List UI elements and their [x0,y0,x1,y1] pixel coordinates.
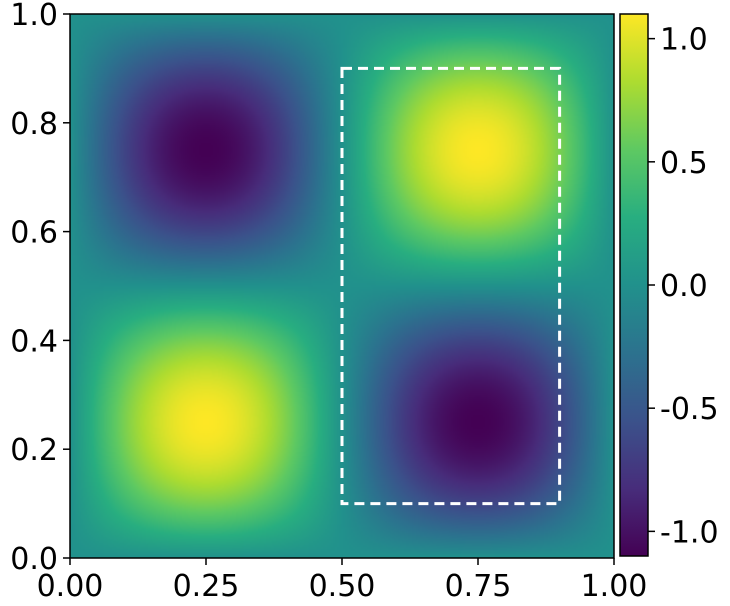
colorbar-tick-label: -0.5 [660,392,719,427]
colorbar: 1.0 0.5 0.0 -0.5 -1.0 [619,13,719,557]
colorbar-tick-label: 1.0 [660,23,708,58]
plot-area [69,13,615,559]
y-tick-label: 0.4 [10,324,58,359]
y-tick-label: 0.6 [10,216,58,251]
colorbar-gradient [620,14,648,556]
y-tick-label: 0.0 [10,542,58,577]
y-tick-label: 0.2 [10,433,58,468]
y-tick-label: 0.8 [10,107,58,142]
colorbar-tick-label: -1.0 [660,515,719,550]
colorbar-tick-label: 0.5 [660,146,708,181]
x-axis: 0.00 0.25 0.50 0.75 1.00 [37,558,648,604]
dashed-highlight-rect [340,66,562,506]
colorbar-tick-label: 0.0 [660,269,708,304]
x-tick-label: 0.75 [445,569,512,604]
colorbar-ticks: 1.0 0.5 0.0 -0.5 -1.0 [648,23,719,550]
x-tick-label: 0.00 [37,569,104,604]
y-axis: 0.0 0.2 0.4 0.6 0.8 1.0 [10,0,70,577]
x-tick-label: 1.00 [581,569,648,604]
x-tick-label: 0.25 [173,569,240,604]
x-tick-label: 0.50 [309,569,376,604]
y-tick-label: 1.0 [10,0,58,33]
